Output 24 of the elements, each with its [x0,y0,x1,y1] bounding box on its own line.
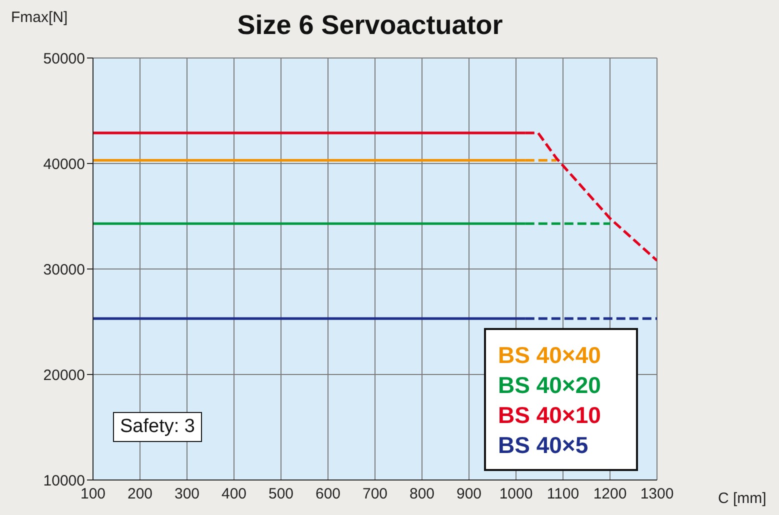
y-tick-label: 20000 [43,366,85,384]
text: BS 40×5 [498,431,590,460]
x-tick-label: 200 [127,486,153,503]
x-tick-label: 1200 [593,486,627,503]
annotation: Safety: 3 [113,412,202,442]
x-tick-label: 1000 [499,486,533,503]
x-tick-label: 600 [315,486,341,503]
x-tick-label: 700 [362,486,388,503]
text: BS 40×20 [498,371,602,400]
x-axis-title: C [mm] [718,490,766,507]
x-tick-label: 1100 [546,486,580,503]
chart-title: Size 6 Servoactuator [237,10,503,40]
x-tick-label: 1300 [640,486,674,503]
x-tick-label: 800 [409,486,435,503]
text: BS 40×40 [498,341,602,370]
y-tick-label: 50000 [43,50,85,68]
y-tick-label: 40000 [43,156,85,173]
x-tick-label: 300 [174,486,200,503]
x-tick-label: 900 [456,486,482,503]
x-tick-label: 400 [221,486,247,503]
y-axis-title: Fmax[N] [11,9,68,26]
x-tick-label: 500 [268,486,294,503]
text: BS 40×10 [498,401,602,430]
y-tick-label: 30000 [43,261,85,278]
